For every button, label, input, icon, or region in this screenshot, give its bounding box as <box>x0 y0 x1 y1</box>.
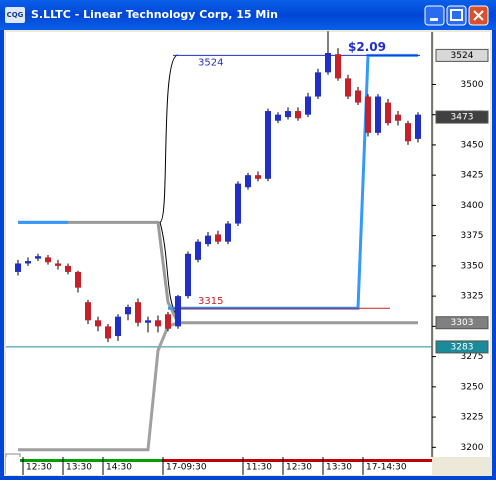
y-tick-label: 3275 <box>461 352 484 362</box>
candle-body <box>75 271 81 288</box>
y-tick-label: 3250 <box>461 382 484 392</box>
candle-body <box>45 257 51 263</box>
candle-body <box>355 90 361 103</box>
minimize-icon <box>430 18 438 21</box>
price-marker-label: 3283 <box>451 342 474 352</box>
candle-body <box>265 111 271 179</box>
indicator-line <box>18 220 418 325</box>
window-title: S.LLTC - Linear Technology Corp, 15 Min <box>31 8 278 21</box>
candle-body <box>205 235 211 245</box>
candle-body <box>395 114 401 121</box>
candle-body <box>25 261 31 264</box>
minimize-button[interactable] <box>424 5 445 26</box>
candle-body <box>55 263 61 266</box>
low-level-label: 3315 <box>198 296 223 307</box>
candle-body <box>365 96 371 133</box>
candle-body <box>405 123 411 142</box>
range-bracket <box>159 54 179 319</box>
price-marker <box>435 340 489 354</box>
x-tick-label: 13:30 <box>66 463 92 473</box>
app-icon <box>5 7 25 23</box>
title-bar <box>0 0 496 30</box>
session-bar <box>20 459 162 462</box>
candle-body <box>125 307 131 315</box>
candle-body <box>215 234 221 242</box>
candle-body <box>15 263 21 272</box>
app-icon-text: CQG <box>7 11 24 19</box>
price-marker-label: 3524 <box>451 51 474 61</box>
price-marker-label: 3303 <box>451 318 474 328</box>
candle-body <box>305 96 311 115</box>
y-tick-label: 3200 <box>461 443 484 453</box>
candle-body <box>325 52 331 73</box>
price-marker-label: 3473 <box>451 113 474 123</box>
candle-body <box>415 114 421 139</box>
candle-body <box>165 314 171 329</box>
y-tick-label: 3225 <box>461 413 484 423</box>
candle-body <box>85 302 91 321</box>
candle-body <box>135 302 141 323</box>
y-tick-label: 3375 <box>461 231 484 241</box>
candle-body <box>195 241 201 260</box>
candle-body <box>105 326 111 339</box>
y-tick-label: 3500 <box>461 80 484 90</box>
y-tick-label: 3325 <box>461 292 484 302</box>
x-tick-label: 12:30 <box>286 463 312 473</box>
candle-body <box>385 102 391 124</box>
candle-body <box>225 223 231 242</box>
candle-body <box>235 183 241 224</box>
x-tick-label: 17-09:30 <box>166 463 207 473</box>
candle-body <box>315 72 321 97</box>
y-tick-label: 3350 <box>461 261 484 271</box>
candle-body <box>375 96 381 133</box>
range-label: $2.09 <box>348 40 386 54</box>
close-icon <box>473 10 484 21</box>
candle-body <box>175 296 181 327</box>
candle-body <box>285 111 291 118</box>
price-marker <box>435 48 489 62</box>
x-tick-label: 11:30 <box>246 463 272 473</box>
indicator-line <box>18 321 179 452</box>
candle-body <box>95 320 101 327</box>
price-marker <box>435 316 489 330</box>
candle-body <box>255 175 261 179</box>
x-tick-label: 17-14:30 <box>366 463 407 473</box>
y-tick-label: 3400 <box>461 201 484 211</box>
candle-body <box>115 316 121 337</box>
x-tick-label: 12:30 <box>26 463 52 473</box>
price-axis <box>434 32 490 457</box>
candle-body <box>245 175 251 188</box>
y-tick-label: 3450 <box>461 140 484 150</box>
candle-body <box>295 111 301 119</box>
candle-body <box>65 265 71 272</box>
candle-body <box>335 54 341 79</box>
candle-body <box>155 320 161 327</box>
maximize-button[interactable] <box>446 5 467 26</box>
maximize-icon <box>450 9 463 21</box>
price-marker <box>435 110 489 124</box>
session-bar <box>162 459 432 462</box>
candle-body <box>275 114 281 121</box>
x-tick-label: 14:30 <box>106 463 132 473</box>
high-level-label: 3524 <box>198 57 223 68</box>
candle-body <box>345 78 351 97</box>
candle-body <box>185 253 191 297</box>
y-tick-label: 3425 <box>461 171 484 181</box>
candle-body <box>35 256 41 259</box>
x-tick-label: 13:30 <box>326 463 352 473</box>
candle-body <box>145 320 151 323</box>
